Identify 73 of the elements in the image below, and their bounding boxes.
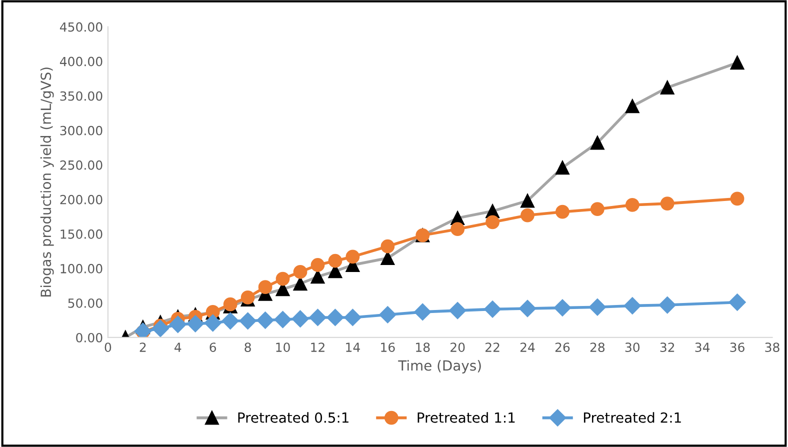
x-tick-label: 14 bbox=[346, 342, 360, 352]
point bbox=[346, 250, 360, 264]
x-tick-label: 12 bbox=[311, 342, 324, 352]
x-tick-label: 20 bbox=[450, 342, 465, 352]
legend-label: Pretreated 0.5:1 bbox=[238, 412, 348, 423]
x-tick-label: 32 bbox=[660, 342, 674, 352]
point bbox=[380, 239, 395, 254]
point bbox=[590, 202, 604, 216]
point bbox=[344, 308, 362, 326]
point bbox=[484, 300, 502, 318]
x-tick-label: 2 bbox=[140, 342, 146, 352]
legend-label: Pretreated 1:1 bbox=[418, 412, 515, 423]
y-tick-label: 150.00 bbox=[60, 229, 102, 239]
point bbox=[625, 198, 640, 212]
x-tick-label: 30 bbox=[625, 342, 640, 352]
point bbox=[556, 204, 570, 219]
y-tick-label: 450.00 bbox=[60, 22, 102, 32]
point bbox=[309, 308, 326, 326]
point bbox=[134, 322, 152, 338]
point bbox=[169, 316, 186, 333]
point bbox=[274, 310, 292, 328]
point bbox=[276, 272, 290, 286]
point bbox=[730, 192, 744, 206]
y-tick-label: 300.00 bbox=[60, 126, 102, 136]
point bbox=[310, 258, 325, 272]
point bbox=[449, 302, 466, 320]
y-tick-label: 250.00 bbox=[60, 160, 102, 170]
y-tick-label: 350.00 bbox=[60, 91, 102, 101]
y-tick-label: 400.00 bbox=[60, 56, 102, 66]
y-axis-title: Biogas production yield (mL/gVS) bbox=[40, 68, 54, 297]
point bbox=[660, 196, 674, 210]
point bbox=[379, 306, 396, 324]
x-axis-title: Time (Days) bbox=[398, 360, 481, 374]
point bbox=[204, 314, 222, 332]
x-tick-label: 16 bbox=[381, 342, 395, 352]
y-tick-label: 200.00 bbox=[60, 194, 102, 204]
point bbox=[450, 222, 465, 236]
x-tick-label: 22 bbox=[486, 342, 500, 352]
point bbox=[152, 320, 169, 338]
point bbox=[292, 310, 309, 328]
x-tick-label: 8 bbox=[244, 342, 251, 352]
x-tick-label: 28 bbox=[590, 342, 605, 352]
y-tick-label: 50.00 bbox=[68, 298, 102, 308]
point bbox=[554, 299, 572, 316]
point bbox=[258, 280, 272, 294]
x-tick-label: 18 bbox=[416, 342, 430, 352]
x-tick-label: 0 bbox=[104, 342, 112, 352]
x-tick-label: 10 bbox=[276, 342, 290, 352]
x-tick-label: 26 bbox=[555, 342, 570, 352]
point bbox=[256, 312, 274, 329]
legend-label: Pretreated 2:1 bbox=[584, 412, 681, 423]
point bbox=[239, 312, 256, 330]
point bbox=[222, 312, 239, 330]
x-tick-label: 4 bbox=[174, 342, 182, 352]
point bbox=[293, 264, 308, 279]
point bbox=[414, 303, 432, 320]
point bbox=[728, 294, 746, 311]
y-tick-label: 0.00 bbox=[76, 332, 102, 342]
x-tick-label: 24 bbox=[520, 342, 535, 352]
point bbox=[518, 300, 536, 318]
point bbox=[486, 215, 500, 230]
point bbox=[624, 297, 641, 314]
x-tick-label: 34 bbox=[695, 342, 710, 352]
point bbox=[520, 208, 534, 222]
point bbox=[658, 296, 676, 314]
point bbox=[328, 254, 342, 268]
point bbox=[186, 315, 204, 332]
point bbox=[326, 308, 344, 326]
y-tick-label: 100.00 bbox=[60, 264, 102, 274]
x-tick-label: 38 bbox=[765, 342, 780, 352]
x-tick-label: 6 bbox=[210, 342, 216, 352]
x-tick-label: 36 bbox=[730, 342, 744, 352]
point bbox=[588, 298, 606, 316]
